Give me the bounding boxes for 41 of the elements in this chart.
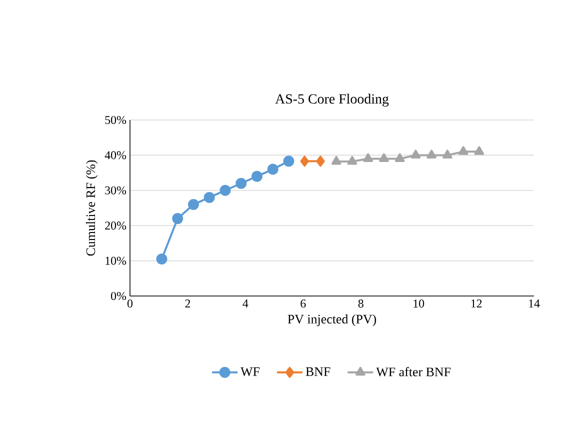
point [442,150,452,158]
chart-title: AS-5 Core Flooding [275,94,389,107]
point [156,254,168,265]
point [347,156,358,165]
point [316,156,325,167]
y-axis-title: Cumultive RF (%) [86,160,98,256]
point [363,153,373,162]
legend-label: WF after BNF [376,367,450,376]
point [220,184,231,196]
point [300,156,309,167]
y-tick-label: 20% [105,222,126,230]
x-tick-label: 0 [127,300,133,308]
x-tick-label: 12 [471,300,482,308]
point [236,178,247,189]
legend-label: BNF [306,367,330,376]
point [394,153,405,162]
point [251,170,262,182]
x-tick-label: 2 [185,300,190,308]
y-tick-label: 40% [104,151,126,160]
x-tick-label: 14 [529,300,540,308]
point [379,153,389,162]
point [283,156,294,167]
point [410,150,421,158]
y-tick-label: 0% [111,292,126,300]
x-axis-title: PV injected (PV) [288,314,376,326]
x-tick-label: 8 [358,300,364,308]
point [172,213,184,224]
y-tick-label: 50% [105,116,126,124]
x-tick-label: 4 [242,300,248,308]
point [188,198,199,210]
point [267,164,278,175]
x-tick-label: 10 [414,300,424,308]
point [331,156,342,165]
x-tick-label: 6 [300,300,306,308]
point [458,146,468,155]
y-tick-label: 10% [106,256,126,265]
y-tick-label: 30% [105,186,126,194]
legend-label: WF [240,367,260,376]
point [204,192,215,203]
point [426,150,436,158]
point [474,146,484,155]
